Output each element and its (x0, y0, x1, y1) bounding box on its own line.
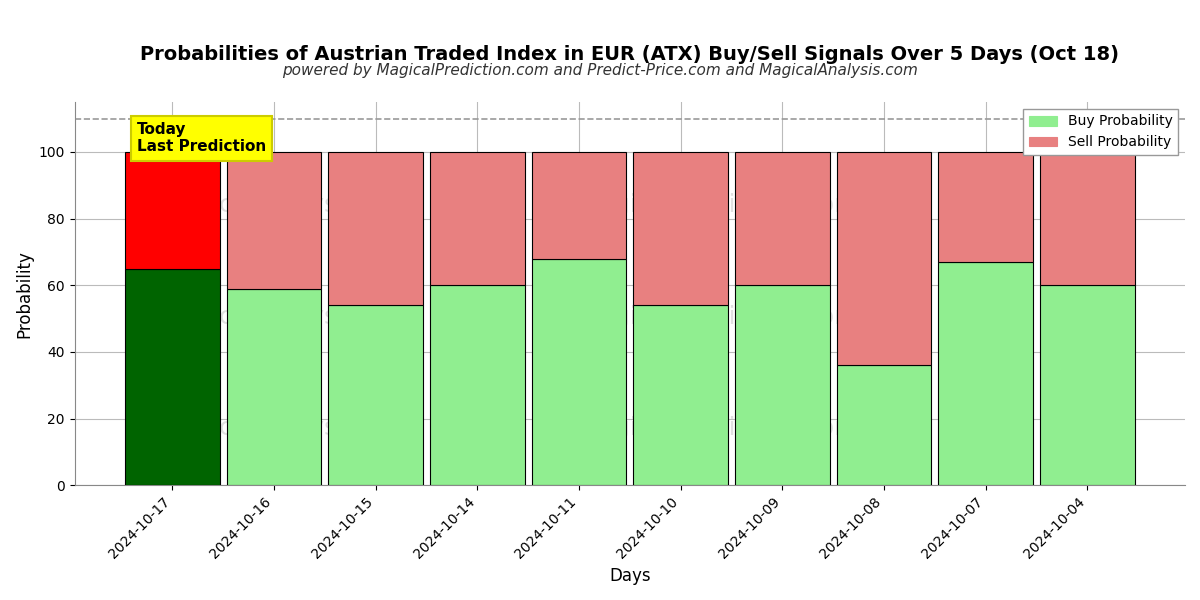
Bar (1040, 285, 1134, 485)
Bar (329, 305, 422, 485)
Bar (125, 269, 220, 485)
Y-axis label: Probability: Probability (16, 250, 34, 338)
Bar (736, 285, 829, 485)
Legend: Buy Probability, Sell Probability: Buy Probability, Sell Probability (1024, 109, 1178, 155)
Bar (227, 152, 322, 289)
Title: Probabilities of Austrian Traded Index in EUR (ATX) Buy/Sell Signals Over 5 Days: Probabilities of Austrian Traded Index i… (140, 46, 1120, 64)
Text: MagicalPrediction.com: MagicalPrediction.com (578, 416, 859, 440)
Bar (938, 262, 1033, 485)
Bar (227, 289, 322, 485)
Text: MagicalPrediction.com: MagicalPrediction.com (578, 305, 859, 329)
Bar (634, 305, 728, 485)
Bar (125, 152, 220, 269)
Text: MagicalPrediction.com: MagicalPrediction.com (578, 193, 859, 217)
Bar (329, 152, 422, 305)
Bar (430, 152, 524, 285)
Text: calAnalysis.com: calAnalysis.com (218, 193, 419, 217)
Bar (938, 152, 1033, 262)
Text: powered by MagicalPrediction.com and Predict-Price.com and MagicalAnalysis.com: powered by MagicalPrediction.com and Pre… (282, 63, 918, 78)
X-axis label: Days: Days (610, 567, 650, 585)
Bar (1040, 152, 1134, 285)
Bar (634, 152, 728, 305)
Text: calAnalysis.com: calAnalysis.com (218, 416, 419, 440)
Bar (836, 152, 931, 365)
Bar (836, 365, 931, 485)
Text: Today
Last Prediction: Today Last Prediction (137, 122, 266, 154)
Bar (736, 152, 829, 285)
Text: calAnalysis.com: calAnalysis.com (218, 305, 419, 329)
Bar (430, 285, 524, 485)
Bar (532, 259, 626, 485)
Bar (532, 152, 626, 259)
